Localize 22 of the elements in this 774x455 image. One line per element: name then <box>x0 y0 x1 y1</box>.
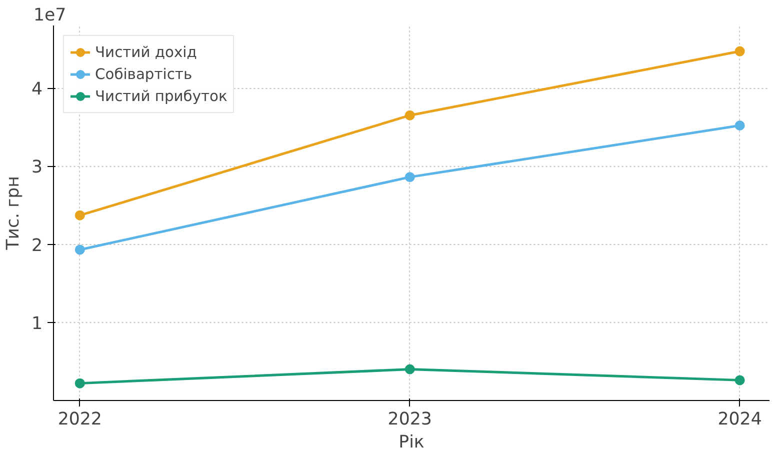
point <box>734 46 745 56</box>
y-tick-label: 1 <box>31 314 43 334</box>
point <box>74 244 85 255</box>
point <box>404 364 415 374</box>
y-tick-label: 3 <box>31 158 43 178</box>
point <box>734 120 745 130</box>
y-axis-title: Тис. грн <box>3 176 24 251</box>
point <box>74 378 85 388</box>
point <box>74 210 85 220</box>
x-tick-label: 2024 <box>718 410 762 430</box>
legend-label: Чистий прибуток <box>95 88 228 104</box>
x-tick-label: 2023 <box>388 410 432 430</box>
point <box>404 172 415 182</box>
point <box>404 110 415 120</box>
legend-label: Чистий дохід <box>95 44 197 60</box>
y-tick-label: 2 <box>31 236 43 256</box>
legend-label: Собівартість <box>95 66 192 82</box>
text: 1e7 <box>34 6 66 26</box>
point <box>734 375 745 386</box>
y-tick-label: 4 <box>31 80 43 100</box>
x-tick-label: 2022 <box>58 410 102 430</box>
x-axis-title: Рік <box>398 432 424 452</box>
